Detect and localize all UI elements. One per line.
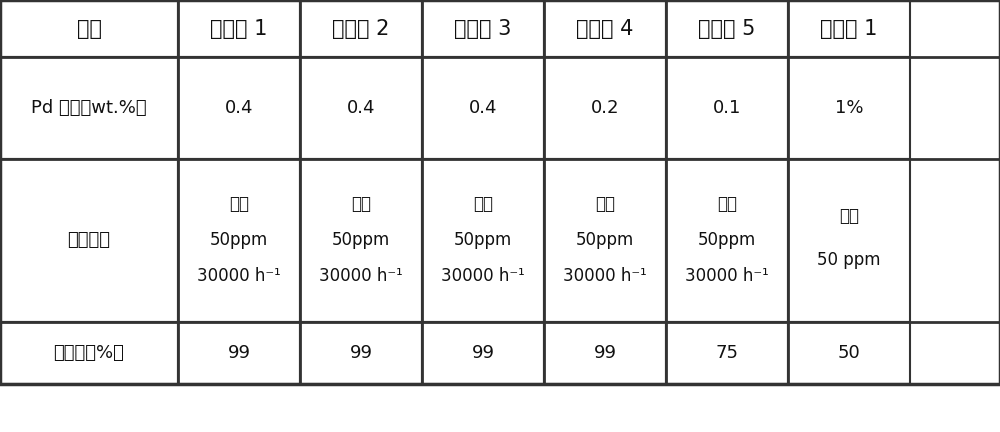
Text: 实施例 1: 实施例 1	[210, 19, 268, 38]
Bar	[0, 322, 178, 384]
Text: 0.1: 0.1	[713, 99, 741, 117]
Text: 实施例 5: 实施例 5	[698, 19, 756, 38]
Text: 50ppm: 50ppm	[210, 231, 268, 249]
Bar	[544, 57, 666, 159]
Bar	[300, 159, 422, 322]
Text: 0.4: 0.4	[347, 99, 375, 117]
Bar	[300, 0, 422, 57]
Text: 50 ppm: 50 ppm	[817, 251, 881, 269]
Text: 室温: 室温	[229, 195, 249, 213]
Bar	[666, 159, 788, 322]
Text: 30000 h⁻¹: 30000 h⁻¹	[563, 267, 647, 285]
Text: 50ppm: 50ppm	[576, 231, 634, 249]
Text: 对比例 1: 对比例 1	[820, 19, 878, 38]
Bar	[422, 159, 544, 322]
Bar	[788, 57, 910, 159]
Text: 99: 99	[472, 344, 494, 362]
Bar	[422, 0, 544, 57]
Text: 0.2: 0.2	[591, 99, 619, 117]
Text: 实施例 2: 实施例 2	[332, 19, 390, 38]
Text: 99: 99	[594, 344, 616, 362]
Text: 50ppm: 50ppm	[332, 231, 390, 249]
Bar	[178, 159, 300, 322]
Text: 转化率（%）: 转化率（%）	[54, 344, 124, 362]
Bar	[422, 322, 544, 384]
Text: 30000 h⁻¹: 30000 h⁻¹	[685, 267, 769, 285]
Bar	[666, 0, 788, 57]
Bar	[788, 159, 910, 322]
Bar	[300, 57, 422, 159]
Bar	[0, 0, 178, 57]
Bar	[544, 322, 666, 384]
Text: 50ppm: 50ppm	[698, 231, 756, 249]
Text: Pd 含量（wt.%）: Pd 含量（wt.%）	[31, 99, 147, 117]
Text: 30000 h⁻¹: 30000 h⁻¹	[319, 267, 403, 285]
Bar	[0, 159, 178, 322]
Text: 50ppm: 50ppm	[454, 231, 512, 249]
Text: 室温: 室温	[595, 195, 615, 213]
Text: 样品: 样品	[76, 19, 102, 38]
Bar	[422, 57, 544, 159]
Bar	[666, 322, 788, 384]
Text: 1%: 1%	[835, 99, 863, 117]
Text: 99: 99	[350, 344, 372, 362]
Bar	[178, 322, 300, 384]
Text: 99: 99	[228, 344, 250, 362]
Text: 0.4: 0.4	[225, 99, 253, 117]
Text: 75: 75	[716, 344, 739, 362]
Text: 0.4: 0.4	[469, 99, 497, 117]
Text: 室温: 室温	[351, 195, 371, 213]
Text: 30000 h⁻¹: 30000 h⁻¹	[441, 267, 525, 285]
Text: 室温: 室温	[473, 195, 493, 213]
Text: 实施例 4: 实施例 4	[576, 19, 634, 38]
Bar	[178, 57, 300, 159]
Text: 50: 50	[838, 344, 860, 362]
Bar	[544, 0, 666, 57]
Bar	[788, 322, 910, 384]
Bar	[0, 57, 178, 159]
Text: 实施例 3: 实施例 3	[454, 19, 512, 38]
Bar	[788, 0, 910, 57]
Bar	[300, 322, 422, 384]
Bar	[178, 0, 300, 57]
Bar	[0, 0, 1000, 384]
Text: 30000 h⁻¹: 30000 h⁻¹	[197, 267, 281, 285]
Bar	[666, 57, 788, 159]
Text: 室温: 室温	[839, 206, 859, 225]
Text: 室温: 室温	[717, 195, 737, 213]
Bar	[544, 159, 666, 322]
Text: 反应条件: 反应条件	[68, 231, 110, 249]
